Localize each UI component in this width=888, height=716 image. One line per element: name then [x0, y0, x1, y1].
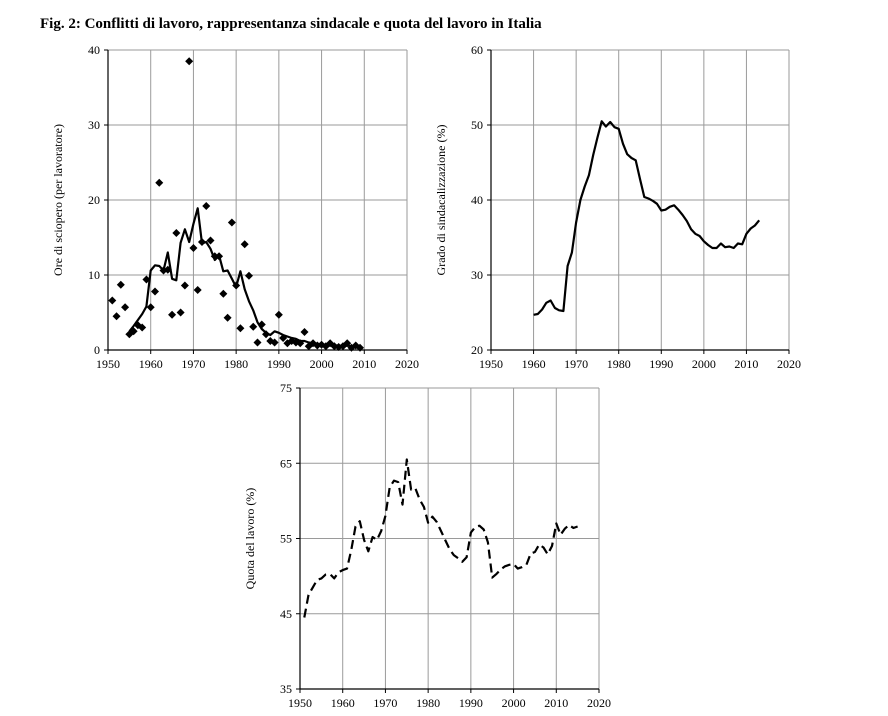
x-tick-label: 2010 [352, 357, 376, 371]
data-point [270, 338, 279, 347]
x-tick-label: 2000 [692, 357, 716, 371]
data-point [155, 178, 164, 187]
x-tick-label: 2020 [395, 357, 419, 371]
x-tick-label: 1970 [181, 357, 205, 371]
data-point [116, 280, 125, 289]
y-axis-label: Ore di sciopero (per lavoratore) [51, 124, 65, 276]
x-tick-label: 1980 [224, 357, 248, 371]
data-point [189, 244, 198, 252]
data-point [138, 323, 147, 332]
series-line [303, 458, 578, 618]
x-tick-label: 1990 [459, 696, 483, 710]
y-tick-label: 50 [471, 118, 483, 132]
data-point [180, 281, 189, 290]
data-point [236, 324, 245, 333]
x-tick-label: 1960 [522, 357, 546, 371]
data-point [112, 312, 121, 321]
data-point [244, 271, 253, 280]
x-tick-label: 1950 [479, 357, 503, 371]
x-tick-label: 2020 [587, 696, 611, 710]
data-point [223, 313, 232, 322]
data-point [253, 338, 262, 347]
y-tick-label: 55 [280, 532, 292, 546]
x-tick-label: 2010 [544, 696, 568, 710]
x-tick-label: 1990 [267, 357, 291, 371]
data-point [146, 303, 155, 312]
series-line [533, 120, 761, 316]
x-tick-label: 1950 [96, 357, 120, 371]
figure-title: Fig. 2: Conflitti di lavoro, rappresenta… [40, 16, 542, 32]
data-point [240, 240, 249, 249]
data-point [274, 310, 283, 319]
y-tick-label: 0 [94, 343, 100, 357]
x-tick-label: 1950 [288, 696, 312, 710]
data-point [219, 289, 228, 298]
series-line [128, 207, 361, 349]
x-tick-label: 1970 [564, 357, 588, 371]
x-tick-label: 2000 [310, 357, 334, 371]
x-tick-label: 1960 [331, 696, 355, 710]
data-point [185, 57, 194, 66]
chart-laborshare: 1950 1960 1970 1980 1990 2000 2010 2020 35 45 55 65… [243, 381, 611, 710]
data-point [202, 202, 211, 210]
data-point [356, 343, 365, 352]
x-tick-label: 1980 [416, 696, 440, 710]
y-axis-label: Grado di sindacalizzazione (%) [434, 125, 448, 276]
chart-strikes: 1950 1960 1970 1980 1990 2000 2010 2020 0 10 20 30 4… [51, 43, 419, 371]
y-tick-label: 65 [280, 456, 292, 470]
x-tick-label: 1960 [139, 357, 163, 371]
x-tick-label: 2020 [777, 357, 801, 371]
y-tick-label: 40 [471, 193, 483, 207]
data-point [168, 310, 177, 319]
data-point [193, 286, 202, 294]
y-tick-label: 40 [88, 43, 100, 57]
y-tick-label: 30 [471, 268, 483, 282]
chart-union: 1950 1960 1970 1980 1990 2000 2010 202020304050… [434, 43, 801, 371]
y-axis-label: Quota del lavoro (%) [243, 488, 257, 590]
data-point [172, 229, 181, 237]
y-tick-label: 60 [471, 43, 483, 57]
x-tick-label: 1980 [607, 357, 631, 371]
data-point [108, 296, 117, 305]
y-tick-label: 75 [280, 381, 292, 395]
y-tick-label: 30 [88, 118, 100, 132]
data-point [227, 218, 236, 227]
x-tick-label: 2000 [502, 696, 526, 710]
data-point [176, 308, 185, 317]
y-tick-label: 45 [280, 607, 292, 621]
data-point [150, 287, 159, 296]
y-tick-label: 20 [88, 193, 100, 207]
y-tick-label: 35 [280, 682, 292, 696]
x-tick-label: 2010 [734, 357, 758, 371]
x-tick-label: 1970 [373, 696, 397, 710]
y-tick-label: 10 [88, 268, 100, 282]
data-point [206, 236, 215, 245]
x-tick-label: 1990 [649, 357, 673, 371]
data-point [300, 328, 309, 336]
data-point [249, 322, 258, 331]
y-tick-label: 20 [471, 343, 483, 357]
data-point [121, 303, 130, 312]
